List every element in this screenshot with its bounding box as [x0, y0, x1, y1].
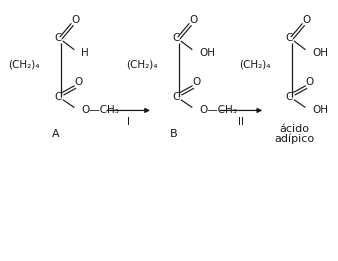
Text: C: C: [172, 92, 180, 102]
Text: O: O: [71, 15, 79, 25]
Text: (CH₂)₄: (CH₂)₄: [239, 60, 271, 70]
Text: II: II: [238, 117, 244, 127]
Text: A: A: [52, 129, 60, 139]
Text: O—CH₃: O—CH₃: [81, 105, 119, 115]
Text: OH: OH: [312, 105, 328, 115]
Text: (CH₂)₄: (CH₂)₄: [8, 60, 40, 70]
Text: O—CH₃: O—CH₃: [199, 105, 237, 115]
Text: adípico: adípico: [274, 134, 314, 144]
Text: C: C: [286, 92, 293, 102]
Text: H: H: [81, 48, 89, 58]
Text: O: O: [74, 77, 82, 87]
Text: C: C: [54, 92, 62, 102]
Text: O: O: [189, 15, 197, 25]
Text: OH: OH: [199, 48, 215, 58]
Text: C: C: [54, 33, 62, 43]
Text: B: B: [170, 129, 178, 139]
Text: ácido: ácido: [279, 124, 309, 134]
Text: I: I: [126, 117, 129, 127]
Text: (CH₂)₄: (CH₂)₄: [126, 60, 158, 70]
Text: O: O: [192, 77, 200, 87]
Text: C: C: [286, 33, 293, 43]
Text: O: O: [302, 15, 311, 25]
Text: C: C: [172, 33, 180, 43]
Text: O: O: [305, 77, 313, 87]
Text: OH: OH: [312, 48, 328, 58]
